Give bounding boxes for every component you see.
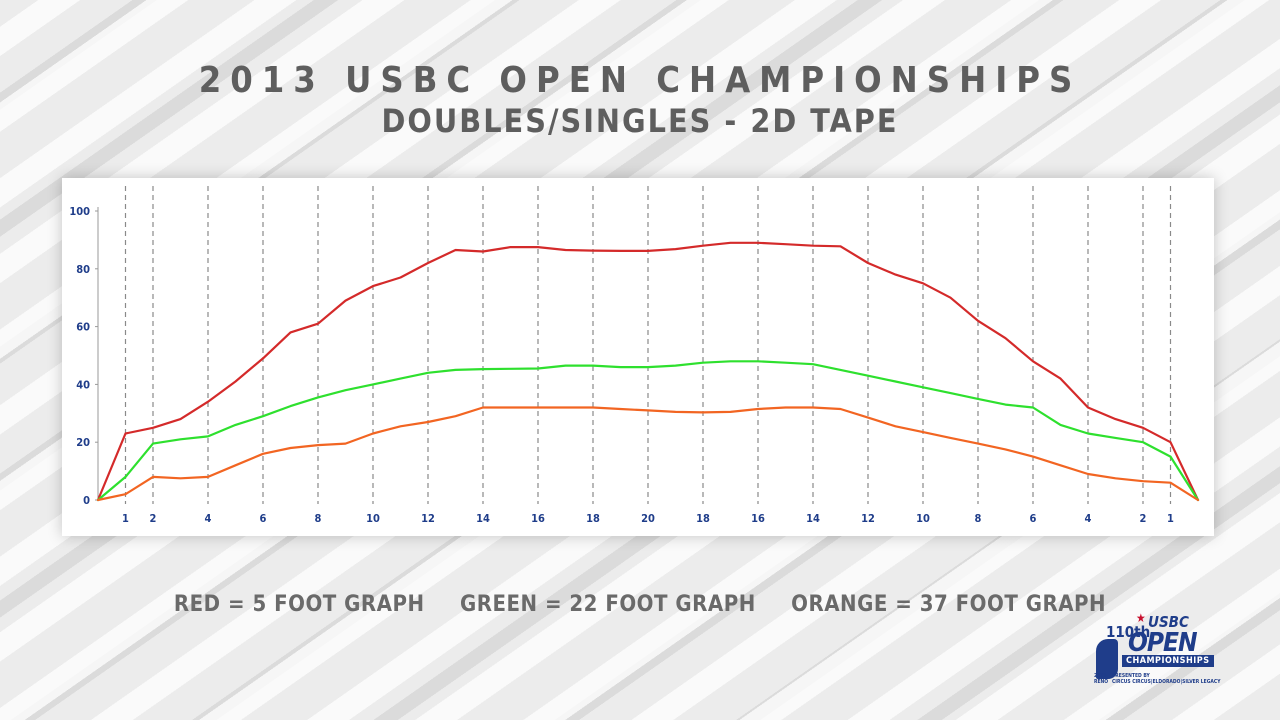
series-line xyxy=(96,241,1200,502)
legend: RED = 5 FOOT GRAPH GREEN = 22 FOOT GRAPH… xyxy=(0,592,1280,617)
x-tick-label: 18 xyxy=(696,512,710,525)
x-tick-label: 8 xyxy=(975,512,982,525)
series-line xyxy=(96,406,1200,502)
x-tick-label: 6 xyxy=(260,512,267,525)
page-subtitle: DOUBLES/SINGLES - 2D TAPE xyxy=(381,102,899,140)
logo-year: 2013 xyxy=(1094,673,1107,679)
x-tick-label: 4 xyxy=(1085,512,1092,525)
x-tick-label: 12 xyxy=(861,512,875,525)
legend-orange: ORANGE = 37 FOOT GRAPH xyxy=(791,592,1107,617)
logo-presented-by: PRESENTED BY xyxy=(1112,673,1150,679)
x-tick-label: 16 xyxy=(531,512,545,525)
x-tick-label: 4 xyxy=(205,512,212,525)
y-tick-label: 0 xyxy=(83,494,90,507)
x-tick-label: 14 xyxy=(476,512,490,525)
y-tick-label: 80 xyxy=(76,263,90,276)
legend-red: RED = 5 FOOT GRAPH xyxy=(173,592,425,617)
x-tick-label: 6 xyxy=(1030,512,1037,525)
series-line xyxy=(96,360,1200,502)
logo-anniversary: 110th xyxy=(1106,623,1151,641)
logo-sponsors: CIRCUS CIRCUS|ELDORADO|SILVER LEGACY xyxy=(1112,679,1221,685)
eagle-icon xyxy=(1096,639,1118,679)
logo-brand: USBC xyxy=(1148,613,1189,631)
chart-card: 0 20 40 60 80 100 1 2 4 6 8 10 12 14 16 18 20 18 16 14 12 10 8… xyxy=(62,178,1214,536)
x-tick-label: 8 xyxy=(315,512,322,525)
y-tick-label: 20 xyxy=(76,436,90,449)
logo-city: RENO xyxy=(1094,679,1109,685)
x-tick-label: 2 xyxy=(150,512,157,525)
y-tick-label: 60 xyxy=(76,321,90,334)
logo-championships: CHAMPIONSHIPS xyxy=(1122,655,1214,667)
x-tick-label: 10 xyxy=(916,512,930,525)
x-tick-label: 10 xyxy=(366,512,380,525)
y-tick-label: 100 xyxy=(69,205,90,218)
usbc-open-championships-logo: ★ USBC 110th OPEN CHAMPIONSHIPS 2013 REN… xyxy=(1094,611,1224,691)
x-tick-label: 1 xyxy=(122,512,129,525)
x-tick-label: 1 xyxy=(1167,512,1174,525)
x-tick-label: 18 xyxy=(586,512,600,525)
x-tick-label: 14 xyxy=(806,512,820,525)
page-title: 2013 USBC OPEN CHAMPIONSHIPS xyxy=(198,60,1082,101)
x-tick-label: 12 xyxy=(421,512,435,525)
star-icon: ★ xyxy=(1136,611,1146,625)
y-tick-label: 40 xyxy=(76,378,90,391)
x-tick-label: 2 xyxy=(1140,512,1147,525)
logo-open: OPEN xyxy=(1128,628,1198,658)
x-tick-label: 20 xyxy=(641,512,655,525)
x-tick-label: 16 xyxy=(751,512,765,525)
legend-green: GREEN = 22 FOOT GRAPH xyxy=(459,592,756,617)
